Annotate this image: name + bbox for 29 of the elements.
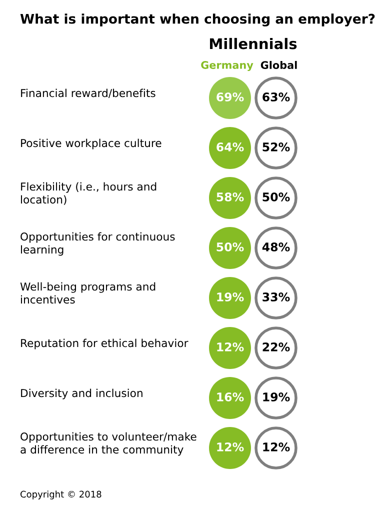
data-label: 48%	[262, 242, 290, 252]
data-label: 58%	[216, 192, 244, 202]
data-label: 12%	[217, 442, 244, 452]
data-label: 19%	[263, 392, 290, 402]
data-label: 16%	[217, 392, 244, 402]
series-label: Global	[260, 60, 297, 70]
text: What is important when choosing an employer?	[20, 14, 375, 26]
category-label: Opportunities for continuous learning	[20, 232, 175, 256]
category-label: Well-being programs and incentives	[20, 282, 156, 304]
data-label: 12%	[217, 342, 244, 352]
category-label: Financial reward/benefits	[21, 88, 156, 98]
data-label: 64%	[216, 142, 244, 152]
data-label: 52%	[262, 142, 290, 152]
data-label: 50%	[216, 242, 244, 252]
data-label: 33%	[262, 292, 290, 302]
category-label: Opportunities to volunteer/make a difference in the community	[20, 432, 196, 456]
category-label: Flexibility (i.e., hours and location)	[21, 182, 156, 205]
data-label: 19%	[217, 292, 244, 302]
category-label: Diversity and inclusion	[21, 388, 142, 400]
data-label: 63%	[262, 92, 290, 102]
data-label: 69%	[216, 92, 244, 102]
data-label: 12%	[263, 442, 290, 452]
text: Millennials	[210, 38, 297, 50]
series-label: Germany	[201, 61, 254, 72]
category-label: Reputation for ethical behavior	[21, 338, 188, 350]
category-label: Positive workplace culture	[21, 138, 162, 150]
text: Copyright © 2018	[20, 490, 102, 500]
data-label: 50%	[262, 192, 290, 202]
data-label: 22%	[262, 342, 290, 352]
